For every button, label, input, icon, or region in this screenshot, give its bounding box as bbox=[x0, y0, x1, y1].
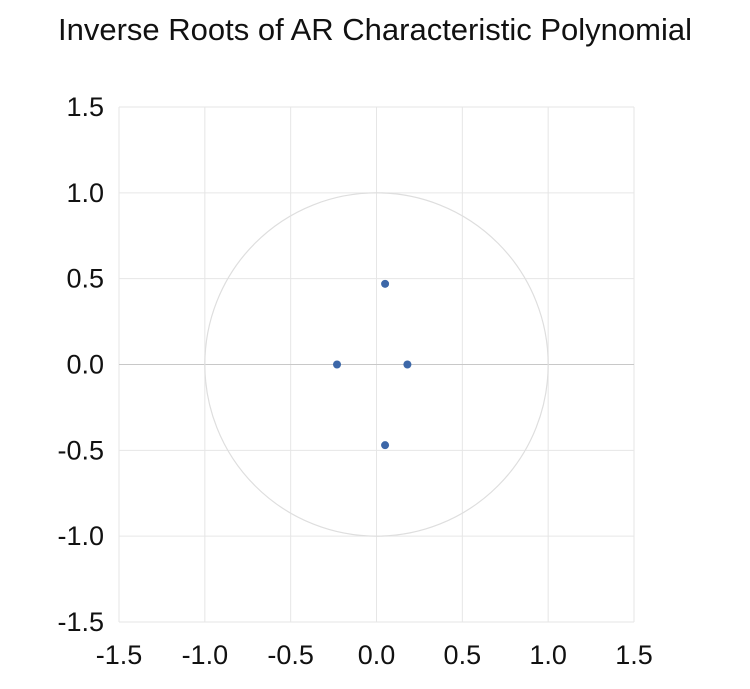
y-tick-label: 1.5 bbox=[66, 92, 104, 122]
y-tick-label: -0.5 bbox=[57, 435, 104, 465]
data-point bbox=[333, 360, 342, 369]
x-tick-label: -0.5 bbox=[267, 640, 314, 670]
x-tick-label: 1.0 bbox=[529, 640, 567, 670]
x-tick-label: 0.0 bbox=[358, 640, 396, 670]
x-tick-label: 0.5 bbox=[444, 640, 482, 670]
data-points bbox=[333, 279, 412, 450]
y-axis-tick-labels: 1.5 1.0 0.5 0.0 -0.5 -1.0 -1.5 bbox=[57, 92, 104, 637]
grid-lines bbox=[118, 106, 635, 623]
data-point bbox=[381, 279, 390, 288]
data-point bbox=[403, 360, 412, 369]
unit-circle-layer bbox=[204, 192, 549, 537]
y-tick-label: -1.0 bbox=[57, 521, 104, 551]
y-tick-label: 0.0 bbox=[66, 350, 104, 380]
x-axis-tick-labels: -1.5 -1.0 -0.5 0.0 0.5 1.0 1.5 bbox=[96, 640, 653, 670]
chart-title: Inverse Roots of AR Characteristic Polyn… bbox=[57, 12, 693, 47]
x-tick-label: -1.0 bbox=[182, 640, 229, 670]
x-tick-label: 1.5 bbox=[615, 640, 653, 670]
data-point bbox=[381, 441, 390, 450]
y-tick-label: -1.5 bbox=[57, 607, 104, 637]
y-tick-label: 1.0 bbox=[66, 178, 104, 208]
unit-circle bbox=[204, 192, 549, 537]
x-tick-label: -1.5 bbox=[96, 640, 143, 670]
y-tick-label: 0.5 bbox=[66, 264, 104, 294]
